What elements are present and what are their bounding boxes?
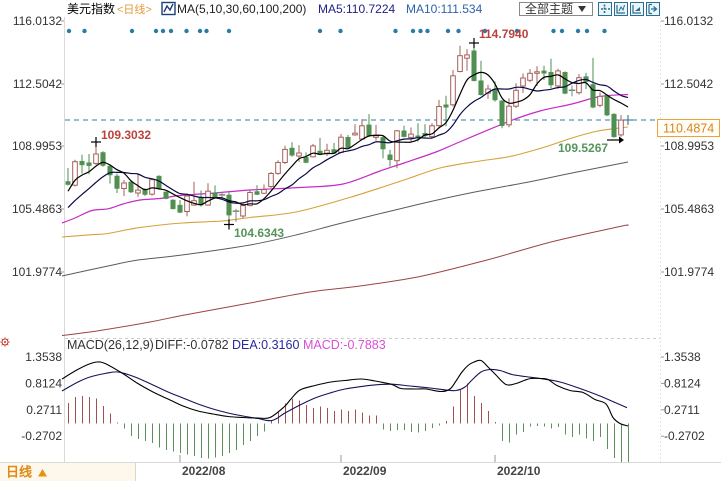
svg-text:112.5042: 112.5042 <box>664 77 713 91</box>
svg-text:2022/09: 2022/09 <box>343 464 387 478</box>
svg-text:0.2711: 0.2711 <box>26 403 62 417</box>
svg-text:<日线>: <日线> <box>117 2 152 16</box>
svg-text:MA5:110.7224: MA5:110.7224 <box>318 2 395 16</box>
svg-text:108.9953: 108.9953 <box>12 139 62 153</box>
svg-text:DEA:0.3160: DEA:0.3160 <box>232 338 299 352</box>
svg-text:日线: 日线 <box>6 465 32 480</box>
svg-text:-0.2702: -0.2702 <box>21 429 62 443</box>
svg-text:MA10:111.534: MA10:111.534 <box>406 2 483 16</box>
svg-text:112.5042: 112.5042 <box>13 77 62 91</box>
svg-text:MA(5,10,30,60,100,200): MA(5,10,30,60,100,200) <box>177 2 306 16</box>
svg-text:101.9774: 101.9774 <box>12 265 62 279</box>
svg-text:109.3032: 109.3032 <box>101 128 151 142</box>
svg-text:2022/10: 2022/10 <box>497 464 541 478</box>
svg-text:-0.2702: -0.2702 <box>664 429 705 443</box>
svg-text:110.4874: 110.4874 <box>663 122 714 136</box>
svg-text:2022/08: 2022/08 <box>182 464 226 478</box>
svg-text:0.8124: 0.8124 <box>664 376 701 390</box>
svg-text:101.9774: 101.9774 <box>664 265 714 279</box>
svg-text:美元指数: 美元指数 <box>67 1 115 16</box>
svg-text:109.5267: 109.5267 <box>558 141 608 155</box>
svg-text:108.9953: 108.9953 <box>664 139 714 153</box>
svg-text:105.4863: 105.4863 <box>664 202 714 216</box>
svg-text:0.2711: 0.2711 <box>664 403 700 417</box>
svg-text:MACD(26,12,9): MACD(26,12,9) <box>67 338 154 352</box>
svg-text:全部主题: 全部主题 <box>525 1 573 16</box>
svg-text:116.0132: 116.0132 <box>13 14 62 28</box>
svg-text:1.3538: 1.3538 <box>664 350 701 364</box>
svg-text:DIFF:-0.0782: DIFF:-0.0782 <box>155 338 229 352</box>
svg-text:0.8124: 0.8124 <box>25 376 62 390</box>
svg-text:MACD:-0.7883: MACD:-0.7883 <box>303 338 386 352</box>
svg-text:114.7940: 114.7940 <box>479 27 529 41</box>
svg-text:1.3538: 1.3538 <box>25 350 62 364</box>
svg-text:116.0132: 116.0132 <box>664 14 713 28</box>
svg-text:105.4863: 105.4863 <box>12 202 62 216</box>
svg-text:104.6343: 104.6343 <box>234 226 284 240</box>
